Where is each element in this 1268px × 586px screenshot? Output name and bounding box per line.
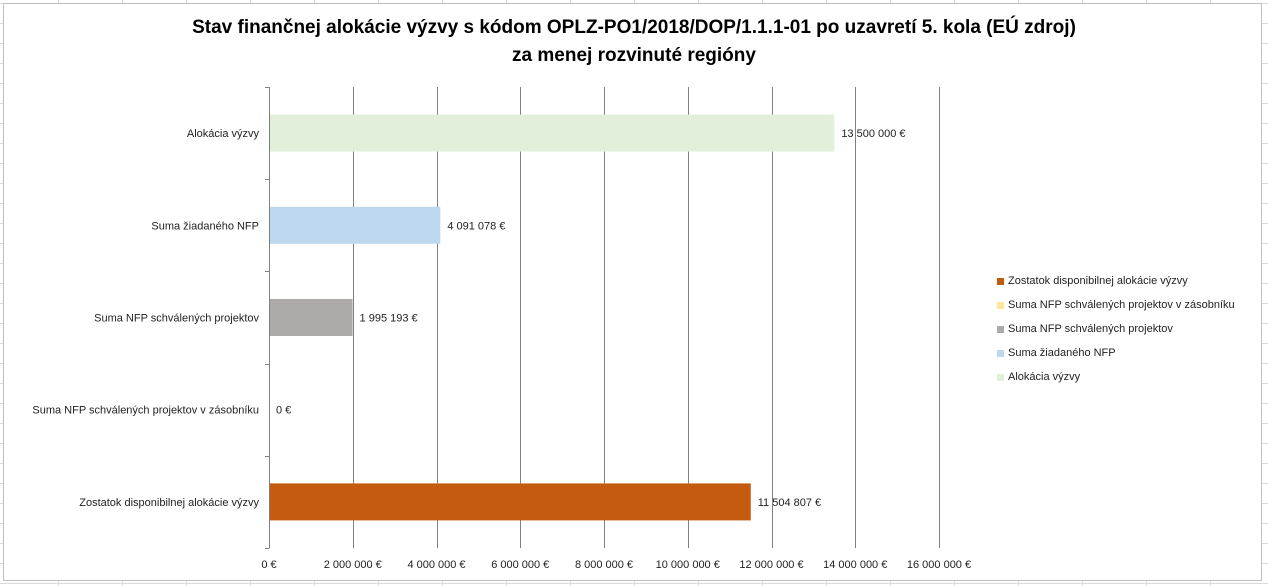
legend-label-4: Alokácia výzvy [1008,371,1081,383]
chart-title-line1: Stav finančnej alokácie výzvy s kódom OP… [192,17,1076,38]
category-label-3: Suma NFP schválených projektov v zásobní… [32,405,259,417]
legend-swatch-1 [997,301,1004,309]
x-tick-label-7: 14 000 000 € [823,559,887,571]
bar-2 [270,299,353,336]
bar-1 [270,206,441,244]
legend-item-3: Suma žiadaného NFP [997,341,1235,365]
data-label-1: 4 091 078 € [447,220,505,232]
legend-item-2: Suma NFP schválených projektov [997,317,1235,341]
x-tick-label-8: 16 000 000 € [907,559,971,571]
legend-item-1: Suma NFP schválených projektov v zásobní… [997,293,1235,317]
legend-label-2: Suma NFP schválených projektov [1008,323,1173,335]
data-label-2: 1 995 193 € [360,313,418,325]
category-label-2: Suma NFP schválených projektov [94,313,259,325]
legend-swatch-2 [997,325,1004,333]
legend-label-0: Zostatok disponibilnej alokácie výzvy [1008,275,1188,287]
category-label-0: Alokácia výzvy [187,128,260,140]
legend-label-3: Suma žiadaného NFP [1008,347,1116,359]
legend-swatch-3 [997,349,1004,357]
chart-subtitle: za menej rozvinuté regióny [512,45,756,66]
x-tick-label-5: 10 000 000 € [656,559,720,571]
x-tick-label-0: 0 € [261,559,276,571]
legend-swatch-0 [997,277,1004,285]
data-label-0: 13 500 000 € [841,128,905,140]
legend-label-1: Suma NFP schválených projektov v zásobní… [1008,299,1235,311]
x-tick-label-4: 8 000 000 € [575,559,633,571]
bar-0 [270,114,835,152]
legend-item-4: Alokácia výzvy [997,365,1235,389]
chart-legend: Zostatok disponibilnej alokácie výzvy Sum… [997,269,1235,389]
legend-swatch-4 [997,373,1004,381]
bar-4 [270,483,751,521]
x-tick-label-3: 6 000 000 € [491,559,549,571]
data-label-3: 0 € [276,405,291,417]
x-tick-label-2: 4 000 000 € [407,559,465,571]
legend-item-0: Zostatok disponibilnej alokácie výzvy [997,269,1235,293]
category-label-1: Suma žiadaného NFP [151,220,259,232]
category-label-4: Zostatok disponibilnej alokácie výzvy [79,497,259,509]
x-tick-label-6: 12 000 000 € [739,559,803,571]
data-label-4: 11 504 807 € [758,497,821,509]
x-tick-label-1: 2 000 000 € [324,559,382,571]
chart-title: Stav finančnej alokácie výzvy s kódom OP… [0,14,1268,70]
